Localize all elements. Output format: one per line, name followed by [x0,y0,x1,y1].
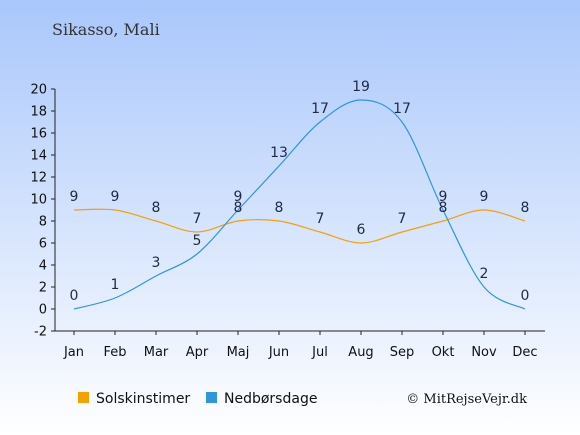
data-label-solskinstimer: 8 [234,200,243,216]
x-tick-label: Jan [63,345,84,360]
data-label-nedborsdage: 0 [70,288,79,304]
x-tick-label: Feb [103,345,126,360]
legend-label-nedborsdage: Nedbørsdage [224,391,317,407]
data-label-solskinstimer: 8 [152,200,161,216]
y-tick-label: 12 [30,171,47,186]
axes [51,88,545,335]
y-tick-label: -2 [34,325,47,340]
y-tick-label: 0 [39,303,47,318]
x-tick-label: Dec [512,345,537,360]
y-tick-label: 6 [39,237,47,252]
x-tick-label: Apr [186,345,209,360]
data-label-nedborsdage: 9 [439,189,448,205]
data-label-nedborsdage: 17 [393,101,411,117]
x-tick-label: Maj [227,345,250,360]
chart-title: Sikasso, Mali [52,20,160,39]
y-tick-label: 16 [30,127,47,142]
data-label-solskinstimer: 8 [439,200,448,216]
series-line-solskinstimer [73,208,526,244]
x-tick-label: Jul [311,345,328,360]
x-tick-label: Sep [390,345,415,360]
data-label-nedborsdage: 0 [521,288,530,304]
data-label-nedborsdage: 19 [352,79,370,95]
data-label-nedborsdage: 2 [480,266,489,282]
y-tick-label: 18 [30,105,47,120]
y-tick-label: 4 [39,259,47,274]
y-tick-label: 2 [39,281,47,296]
data-label-nedborsdage: 1 [111,277,120,293]
legend-label-solskinstimer: Solskinstimer [96,391,190,407]
data-label-solskinstimer: 8 [521,200,530,216]
series-lines [73,99,526,310]
data-label-nedborsdage: 17 [311,101,329,117]
legend: Solskinstimer Nedbørsdage [78,391,317,407]
data-label-solskinstimer: 7 [316,211,325,227]
data-label-solskinstimer: 7 [193,211,202,227]
y-tick-label: 8 [39,215,47,230]
data-label-solskinstimer: 9 [480,189,489,205]
data-label-solskinstimer: 7 [398,211,407,227]
y-tick-label: 10 [30,193,47,208]
data-label-solskinstimer: 8 [275,200,284,216]
x-tick-label: Mar [144,345,169,360]
data-label-solskinstimer: 6 [357,222,366,238]
legend-swatch-nedborsdage [206,392,217,403]
x-tick-label: Okt [432,345,455,360]
legend-swatch-solskinstimer [78,392,89,403]
y-tick-label: 14 [30,149,47,164]
x-tick-labels: Jan Feb Mar Apr Maj Jun Jul Aug Sep Okt Nov Dec [63,345,538,360]
series-line-nedborsdage [73,99,526,310]
x-tick-label: Jun [268,345,289,360]
data-label-solskinstimer: 9 [111,189,120,205]
x-tick-label: Aug [348,345,373,360]
data-label-nedborsdage: 9 [234,189,243,205]
data-label-solskinstimer: 9 [70,189,79,205]
data-label-nedborsdage: 3 [152,255,161,271]
y-tick-label: 20 [30,83,47,98]
x-tick-label: Nov [471,345,497,360]
credit-text: © MitRejseVejr.dk [406,392,527,407]
data-label-nedborsdage: 13 [270,145,288,161]
data-label-nedborsdage: 5 [193,233,202,249]
